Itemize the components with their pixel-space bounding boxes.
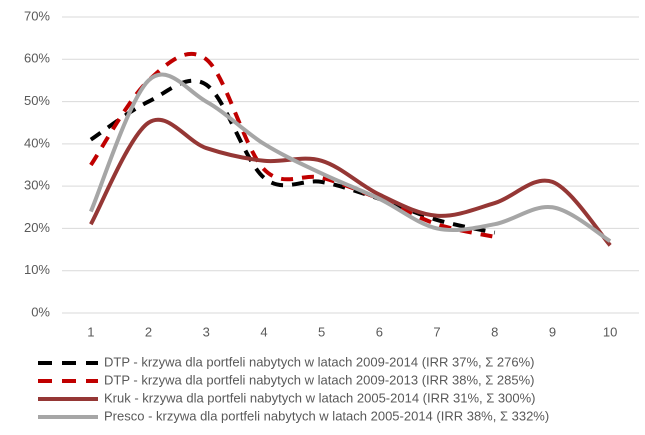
x-tick-label: 6 <box>376 324 383 339</box>
x-tick-label: 4 <box>260 324 267 339</box>
x-tick-label: 5 <box>318 324 325 339</box>
legend-label: Kruk - krzywa dla portfeli nabytych w la… <box>104 390 535 405</box>
y-tick-label: 50% <box>24 93 50 108</box>
y-tick-label: 0% <box>31 304 50 319</box>
x-tick-label: 3 <box>203 324 210 339</box>
y-tick-label: 10% <box>24 262 50 277</box>
x-tick-label: 9 <box>549 324 556 339</box>
x-tick-label: 2 <box>145 324 152 339</box>
series-line <box>89 118 612 247</box>
x-tick-label: 7 <box>433 324 440 339</box>
y-tick-label: 40% <box>24 135 50 150</box>
series-line <box>89 78 496 235</box>
x-tick-label: 1 <box>87 324 94 339</box>
y-tick-label: 30% <box>24 178 50 193</box>
x-tick-label: 10 <box>603 324 617 339</box>
x-tick-label: 8 <box>491 324 498 339</box>
legend-label: DTP - krzywa dla portfeli nabytych w lat… <box>104 354 535 369</box>
y-tick-label: 70% <box>24 8 50 23</box>
series-line <box>89 72 612 243</box>
legend-label: Presco - krzywa dla portfeli nabytych w … <box>104 408 549 423</box>
legend-label: DTP - krzywa dla portfeli nabytych w lat… <box>104 372 535 387</box>
y-tick-label: 60% <box>24 51 50 66</box>
series-line <box>89 51 496 239</box>
y-tick-label: 20% <box>24 220 50 235</box>
